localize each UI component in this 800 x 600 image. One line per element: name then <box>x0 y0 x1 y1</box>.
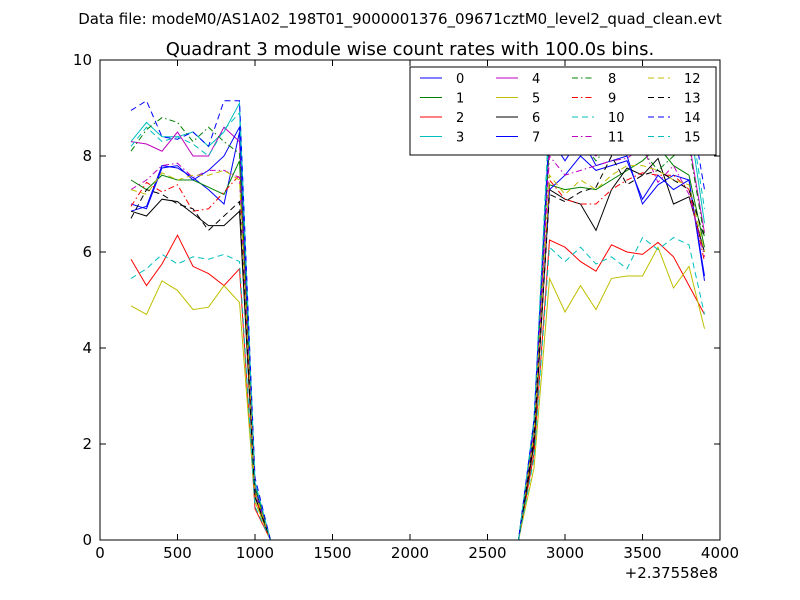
legend-label: 3 <box>456 131 464 146</box>
x-tick-label: 1500 <box>313 544 351 562</box>
x-tick-label: 3000 <box>546 544 584 562</box>
series-line-8 <box>130 117 705 540</box>
legend-label: 0 <box>456 72 464 87</box>
legend-label: 12 <box>684 72 701 87</box>
legend-label: 11 <box>608 131 625 146</box>
legend-frame <box>409 66 717 156</box>
x-tick-label: 2000 <box>391 544 429 562</box>
series-line-11 <box>130 145 705 540</box>
series-line-5 <box>130 245 705 540</box>
x-tick-label: 0 <box>95 544 105 562</box>
series-line-9 <box>130 172 705 540</box>
legend-label: 8 <box>608 72 616 87</box>
legend-label: 9 <box>608 92 616 107</box>
series-line-15 <box>130 92 705 540</box>
y-tick-label: 2 <box>82 435 92 453</box>
series-line-0 <box>130 131 705 540</box>
x-offset-label: +2.37558e8 <box>625 564 718 582</box>
legend-label: 7 <box>532 131 540 146</box>
y-tick-label: 8 <box>82 147 92 165</box>
legend-label: 14 <box>684 111 701 126</box>
series-line-1 <box>130 145 705 540</box>
legend-label: 1 <box>456 92 464 107</box>
legend-label: 6 <box>532 111 540 126</box>
legend-label: 10 <box>608 111 625 126</box>
y-tick-label: 10 <box>73 51 92 69</box>
x-tick-label: 500 <box>163 544 192 562</box>
y-tick-label: 6 <box>82 243 92 261</box>
y-tick-label: 0 <box>82 531 92 549</box>
x-tick-label: 2500 <box>468 544 506 562</box>
series-line-7 <box>130 125 705 540</box>
legend-label: 4 <box>532 72 540 87</box>
x-tick-label: 1000 <box>236 544 274 562</box>
series-line-10 <box>130 236 705 540</box>
legend-label: 15 <box>684 131 701 146</box>
chart-suptitle: Data file: modeM0/AS1A02_198T01_90000013… <box>78 10 722 29</box>
series-line-14 <box>130 83 705 540</box>
y-tick-label: 4 <box>82 339 92 357</box>
series-line-3 <box>130 101 705 540</box>
series-line-2 <box>130 234 705 540</box>
legend-label: 13 <box>684 92 701 107</box>
x-tick-label: 3500 <box>623 544 661 562</box>
x-tick-label: 4000 <box>701 544 739 562</box>
legend-label: 2 <box>456 111 464 126</box>
chart-title: Quadrant 3 module wise count rates with … <box>166 39 655 60</box>
series-line-4 <box>130 126 705 540</box>
legend-label: 5 <box>532 92 540 107</box>
series-line-13 <box>130 154 705 540</box>
series-line-12 <box>130 165 705 540</box>
x-axis: 0 500 1000 1500 2000 2500 3000 3500 4000 <box>95 60 739 562</box>
series-line-6 <box>130 157 705 540</box>
